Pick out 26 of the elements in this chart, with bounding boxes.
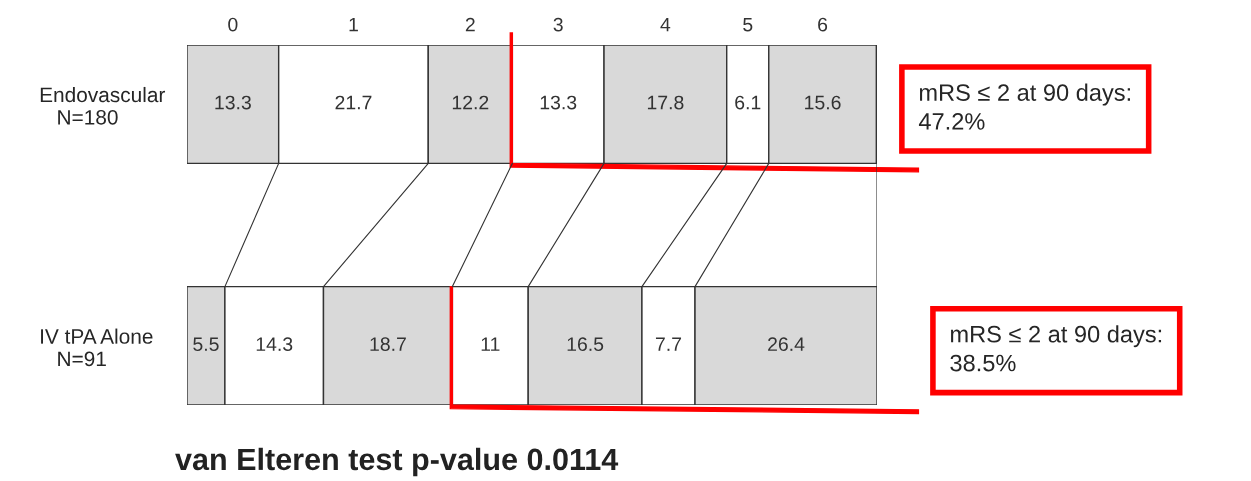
series-label: 6 — [818, 17, 828, 32]
data-label: 12.2 — [452, 95, 489, 110]
data-label: 7.7 — [655, 337, 682, 351]
series-label: 3 — [553, 17, 563, 32]
data-label: 15.6 — [805, 95, 841, 110]
data-label: 16.5 — [567, 337, 604, 352]
series-label: 1 — [349, 17, 358, 32]
data-label: 14.3 — [256, 337, 293, 352]
data-label: 13.3 — [540, 95, 577, 110]
series-label: 5 — [743, 17, 753, 32]
y-tick-label: IV tPA Alone N=91 — [41, 328, 153, 367]
data-label: 26.4 — [768, 337, 805, 352]
series-label: 4 — [660, 17, 671, 32]
data-label: 21.7 — [335, 95, 372, 110]
series-label: 2 — [465, 17, 475, 32]
text: mRS ≤ 2 at 90 days: 38.5% — [950, 325, 1162, 372]
data-label: 6.1 — [735, 95, 761, 110]
annotation: van Elteren test p-value 0.0114 — [175, 447, 619, 477]
y-tick-label: Endovascular N=180 — [40, 86, 166, 125]
data-label: 13.3 — [215, 95, 251, 110]
data-label: 11 — [481, 337, 500, 351]
text: mRS ≤ 2 at 90 days: 47.2% — [918, 83, 1130, 130]
data-label: 17.8 — [647, 95, 684, 110]
series-label: 0 — [228, 17, 238, 32]
data-label: 18.7 — [370, 337, 406, 352]
data-label: 5.5 — [193, 337, 219, 352]
